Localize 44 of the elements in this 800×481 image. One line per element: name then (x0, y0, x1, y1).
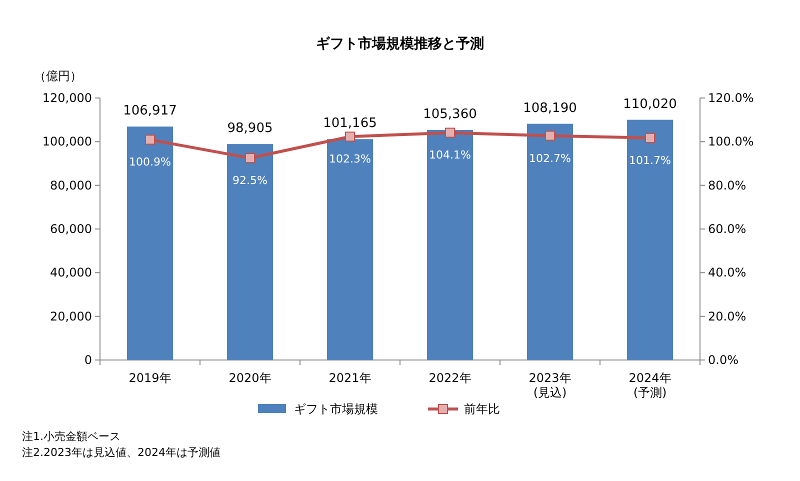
text: 注1.小売金額ベース (22, 430, 120, 443)
point (245, 153, 255, 164)
x-tick-label: 2021年 (328, 371, 372, 385)
y2-tick-label: 120.0% (708, 91, 754, 105)
y2-tick-label: 60.0% (708, 222, 746, 236)
y-tick-label: 0 (84, 353, 92, 367)
data-label: 105,360 (423, 106, 477, 122)
data-label: 98,905 (227, 121, 273, 136)
data-label: 92.5% (232, 174, 268, 188)
chart-title: ギフト市場規模推移と予測 (316, 35, 484, 52)
y2-tick-label: 20.0% (708, 309, 746, 324)
y-tick-label: 20,000 (50, 309, 92, 324)
point (445, 128, 455, 138)
y-tick-label: 40,000 (50, 266, 92, 280)
x-tick-label: 2020年 (228, 371, 272, 385)
data-label: 101,165 (323, 116, 377, 132)
legend-label: 前年比 (464, 402, 500, 416)
data-label: 100.9% (129, 156, 171, 169)
y-tick-label: 120,000 (42, 91, 92, 105)
point (145, 134, 155, 145)
y-axis-title: （億円） (34, 69, 82, 83)
x-tick-label: 2023年 (見込) (528, 371, 572, 400)
y2-tick-label: 0.0% (708, 353, 738, 367)
data-label: 110,020 (623, 96, 677, 112)
y-tick-label: 100,000 (42, 134, 92, 149)
x-tick-label: 2022年 (428, 371, 472, 385)
y2-tick-label: 40.0% (708, 266, 746, 280)
y-tick-label: 60,000 (50, 222, 92, 236)
point (345, 132, 355, 142)
data-label: 102.3% (329, 152, 371, 166)
y2-tick-label: 80.0% (708, 178, 746, 192)
point (645, 132, 655, 143)
data-label: 104.1% (429, 148, 471, 162)
y-tick-label: 80,000 (50, 178, 92, 192)
data-label: 108,190 (523, 100, 577, 116)
point (545, 130, 555, 141)
data-label: 102.7% (529, 152, 571, 165)
y2-tick-label: 100.0% (708, 134, 754, 149)
data-label: 106,917 (123, 104, 177, 119)
data-label: 101.7% (629, 154, 671, 167)
x-tick-label: 2019年 (128, 371, 172, 385)
x-tick-label: 2024年 (予測) (628, 371, 672, 400)
legend-label: ギフト市場規模 (294, 402, 378, 416)
text: 注2.2023年は見込値、2024年は予測値 (22, 446, 220, 459)
